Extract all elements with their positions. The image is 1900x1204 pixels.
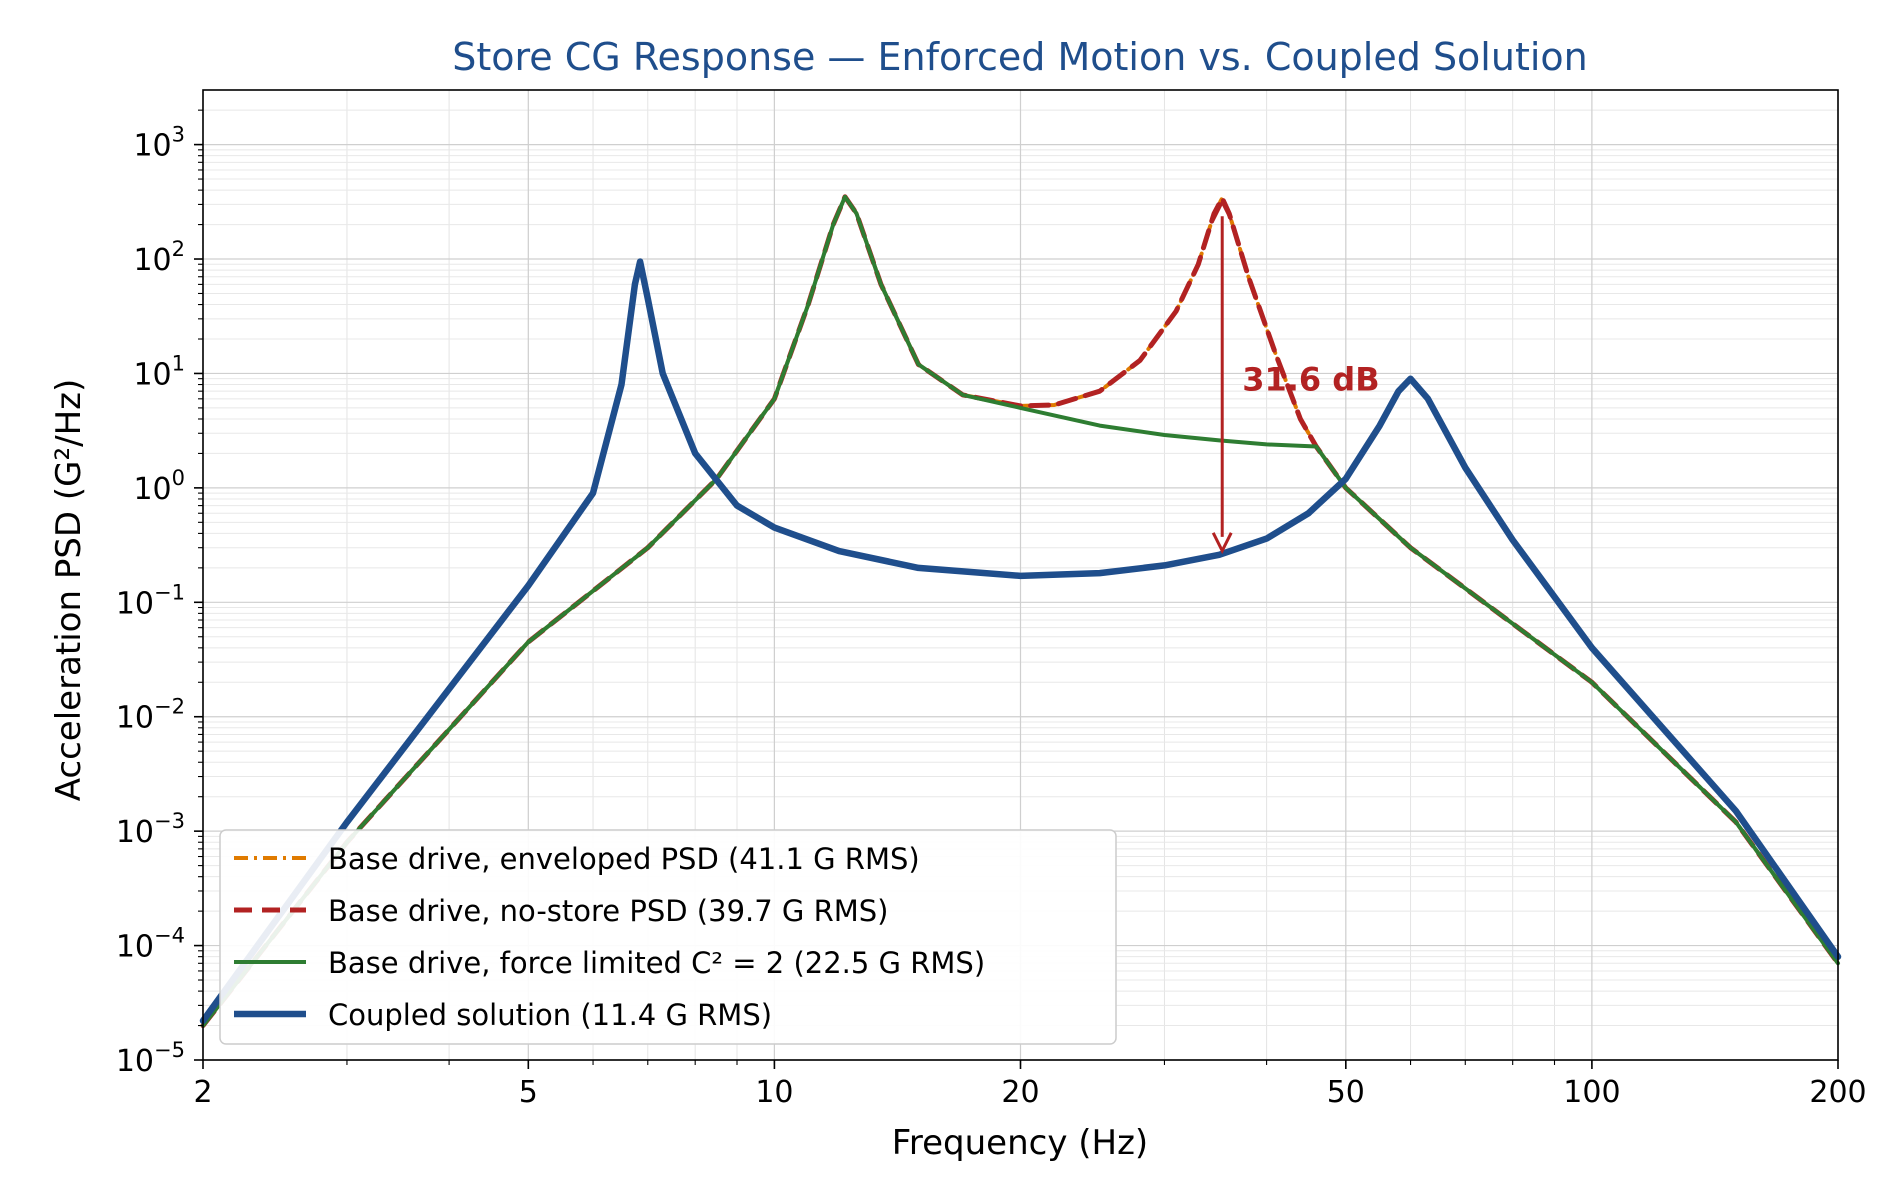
y-axis-label: Acceleration PSD (G²/Hz) [49, 379, 89, 802]
x-tick-label: 20 [1001, 1075, 1039, 1110]
y-tick-label: 103 [133, 123, 185, 164]
chart-title: Store CG Response — Enforced Motion vs. … [452, 35, 1588, 79]
y-tick-label: 10−1 [116, 580, 185, 621]
y-tick-label: 100 [133, 466, 185, 507]
x-tick-label: 10 [755, 1075, 793, 1110]
y-tick-label: 101 [133, 351, 185, 392]
y-tick-label: 10−5 [116, 1038, 185, 1079]
legend-box [219, 829, 1117, 1045]
x-tick-label: 5 [519, 1075, 538, 1110]
legend-label: Base drive, force limited C² = 2 (22.5 G… [328, 946, 985, 980]
series-layer [199, 194, 1842, 1029]
x-tick-label: 50 [1327, 1075, 1365, 1110]
x-tick-label: 200 [1809, 1075, 1866, 1110]
annotation-arrowhead-down [1211, 532, 1233, 555]
y-tick-label: 10−4 [116, 924, 185, 965]
legend-label: Base drive, no-store PSD (39.7 G RMS) [328, 894, 889, 928]
x-tick-label: 100 [1563, 1075, 1620, 1110]
y-tick-label: 102 [133, 237, 185, 278]
x-tick-label: 2 [193, 1075, 212, 1110]
y-tick-label: 10−2 [116, 695, 185, 736]
axes-layer: 2 5 10 20 50 100 200 10−5 10−4 10−3 10−2 10−1 100 101… [116, 109, 1867, 1110]
legend: Base drive, enveloped PSD (41.1 G RMS) Ba… [219, 829, 1117, 1045]
annotation-label: 31.6 dB [1242, 361, 1379, 399]
y-tick-label: 10−3 [116, 809, 185, 850]
x-axis-label: Frequency (Hz) [892, 1123, 1148, 1163]
annotation-arrowhead-up [1211, 198, 1233, 221]
legend-label: Coupled solution (11.4 G RMS) [328, 998, 772, 1032]
series-line-3 [199, 258, 1842, 1025]
annotation-layer: 31.6 dB [1211, 198, 1380, 555]
major-grid [202, 90, 1839, 1061]
legend-label: Base drive, enveloped PSD (41.1 G RMS) [328, 842, 920, 876]
